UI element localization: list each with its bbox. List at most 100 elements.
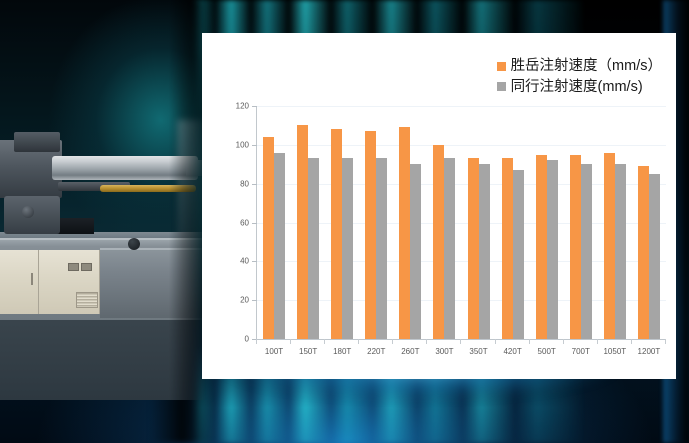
bar-group bbox=[325, 106, 359, 339]
y-axis-tick bbox=[252, 261, 257, 263]
x-axis-label: 500T bbox=[537, 347, 556, 356]
bar bbox=[342, 158, 354, 339]
bar-group bbox=[359, 106, 393, 339]
cabinet-switch-2 bbox=[81, 263, 92, 271]
bar bbox=[433, 144, 445, 339]
legend-label-series-2: 同行注射速度(mm/s) bbox=[510, 78, 643, 95]
injection-molding-machine-photo bbox=[0, 0, 206, 400]
cabinet-switch-1 bbox=[68, 263, 79, 271]
chart-legend: 胜岳注射速度（mm/s） 同行注射速度(mm/s) bbox=[496, 58, 662, 100]
x-axis-label: 100T bbox=[264, 347, 284, 356]
x-axis-tick bbox=[461, 339, 496, 344]
legend-swatch-series-2 bbox=[496, 82, 506, 92]
bar-group bbox=[291, 106, 325, 339]
y-axis-tick bbox=[252, 339, 257, 340]
y-axis-label: 40 bbox=[240, 256, 249, 266]
plot-area: 0 20 40 60 80 100 120 bbox=[236, 102, 666, 344]
y-axis-tick bbox=[252, 106, 257, 107]
x-axis-label: 700T bbox=[571, 347, 590, 356]
x-axis-ticks bbox=[257, 339, 667, 344]
x-axis-tick bbox=[598, 339, 632, 344]
gridline bbox=[257, 339, 666, 340]
bar bbox=[331, 129, 343, 339]
x-axis-label: 1050T bbox=[603, 347, 627, 356]
bar bbox=[603, 152, 615, 339]
x-axis-tick-first bbox=[256, 339, 257, 344]
chart-panel: 胜岳注射速度（mm/s） 同行注射速度(mm/s) 0 20 40 60 80 100 12… bbox=[202, 33, 676, 379]
bar-group bbox=[530, 106, 564, 339]
bar bbox=[637, 166, 649, 339]
bar bbox=[569, 154, 581, 339]
y-axis-label: 80 bbox=[240, 179, 249, 189]
x-axis-tick bbox=[291, 339, 326, 344]
bar bbox=[274, 152, 286, 339]
bar-group bbox=[598, 106, 632, 339]
bar-group bbox=[496, 106, 530, 339]
bar-group bbox=[257, 106, 291, 339]
x-axis-tick bbox=[427, 339, 462, 344]
bar-group bbox=[564, 106, 598, 339]
x-axis-tick bbox=[393, 339, 428, 344]
x-axis-tick bbox=[325, 339, 360, 344]
cabinet-handle bbox=[31, 273, 33, 285]
x-axis-label: 1200T bbox=[637, 347, 661, 356]
bar-group bbox=[427, 106, 461, 339]
injection-nozzle bbox=[186, 160, 206, 176]
y-axis-tick bbox=[252, 222, 257, 224]
machine-cabinet-left bbox=[0, 250, 39, 314]
injection-barrel bbox=[52, 156, 198, 180]
bar bbox=[467, 158, 479, 339]
y-axis-tick bbox=[252, 183, 257, 185]
y-axis-label: 0 bbox=[244, 334, 249, 344]
legend-item-series-2: 同行注射速度(mm/s) bbox=[496, 78, 662, 95]
guard-knob bbox=[128, 238, 140, 250]
x-axis-tick bbox=[496, 339, 530, 344]
x-axis-label: 350T bbox=[469, 347, 488, 356]
x-axis-tick bbox=[632, 339, 667, 344]
bar-group bbox=[632, 106, 666, 339]
legend-item-series-1: 胜岳注射速度（mm/s） bbox=[496, 58, 662, 74]
x-axis-label: 260T bbox=[401, 347, 420, 356]
gridline bbox=[257, 222, 666, 224]
y-axis-label: 60 bbox=[240, 218, 249, 227]
x-axis-tick bbox=[359, 339, 394, 344]
x-axis-tick bbox=[530, 339, 564, 344]
x-axis-tick bbox=[257, 339, 292, 344]
bar-groups bbox=[257, 106, 666, 339]
bar bbox=[410, 164, 422, 339]
bar bbox=[365, 131, 377, 339]
brass-tie-rod bbox=[100, 185, 196, 192]
x-axis-label: 420T bbox=[503, 347, 522, 356]
bar bbox=[501, 158, 513, 339]
bar bbox=[444, 158, 456, 339]
machine-safety-guard bbox=[100, 248, 206, 318]
bar bbox=[399, 127, 411, 339]
x-axis-labels: 100T 150T 180T 220T 260T 300T 350T 420T 500T 700T… bbox=[257, 347, 666, 356]
bar bbox=[580, 164, 592, 339]
legend-swatch-series-1 bbox=[496, 61, 506, 71]
gridline bbox=[257, 144, 666, 146]
bar bbox=[478, 164, 490, 339]
bar bbox=[546, 160, 558, 339]
legend-label-series-1: 胜岳注射速度（mm/s） bbox=[510, 58, 662, 74]
x-axis-label: 180T bbox=[333, 347, 352, 356]
gridline bbox=[257, 300, 666, 302]
y-axis-label: 120 bbox=[235, 101, 249, 111]
x-axis-label: 150T bbox=[299, 347, 318, 356]
injection-motor-top bbox=[14, 132, 60, 152]
gridline bbox=[257, 106, 666, 107]
y-axis-label: 100 bbox=[235, 140, 249, 150]
x-axis-label: 220T bbox=[367, 347, 386, 356]
y-axis-label: 20 bbox=[240, 295, 249, 305]
bar bbox=[263, 137, 275, 339]
bar bbox=[297, 125, 309, 339]
y-axis-tick bbox=[252, 300, 257, 302]
injection-linear-guide bbox=[58, 182, 130, 191]
bar-group bbox=[461, 106, 495, 339]
gridline bbox=[257, 183, 666, 185]
injection-motor-lower bbox=[4, 196, 60, 234]
bar bbox=[308, 158, 320, 339]
bar bbox=[535, 154, 547, 339]
bar bbox=[648, 173, 660, 339]
